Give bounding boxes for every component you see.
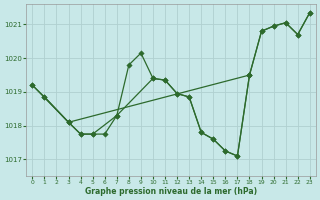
X-axis label: Graphe pression niveau de la mer (hPa): Graphe pression niveau de la mer (hPa)	[85, 187, 257, 196]
